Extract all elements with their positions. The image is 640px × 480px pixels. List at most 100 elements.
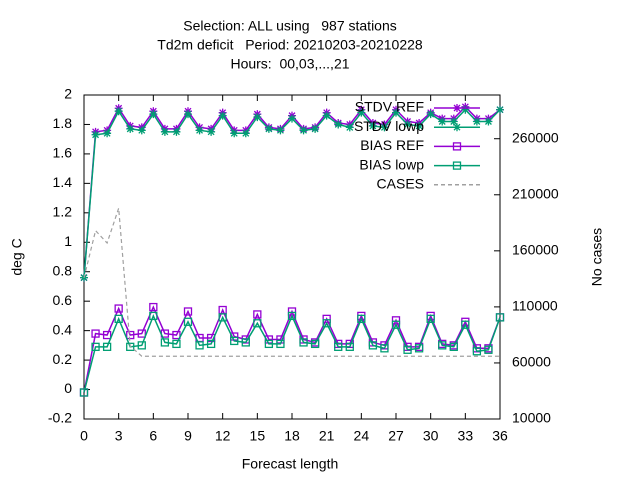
legend-label: CASES: [377, 176, 424, 192]
y2-tick-label: 210000: [512, 185, 559, 201]
point: [206, 339, 216, 349]
point: [472, 117, 481, 126]
y-tick-label: 0.2: [53, 351, 73, 367]
point: [392, 108, 400, 117]
x-tick-label: 36: [492, 428, 508, 444]
legend-marker: [453, 104, 461, 112]
point: [368, 121, 377, 130]
point: [438, 117, 447, 126]
point: [195, 341, 204, 350]
point: [126, 330, 135, 340]
point: [368, 341, 378, 350]
point: [472, 347, 482, 356]
point: [91, 130, 100, 139]
x-tick-label: 0: [80, 428, 88, 444]
y-tick-label: -0.2: [48, 410, 72, 426]
x-tick-label: 3: [115, 428, 123, 444]
point: [334, 342, 343, 351]
y-tick-label: 0.4: [53, 321, 73, 337]
point: [449, 117, 458, 126]
point: [357, 108, 366, 117]
series-line: [83, 313, 501, 393]
point: [484, 345, 493, 354]
point: [149, 110, 158, 119]
point: [241, 338, 250, 347]
point: [126, 124, 135, 133]
point: [484, 117, 493, 126]
y-tick-label: 1.4: [53, 174, 73, 190]
x-tick-label: 21: [319, 428, 335, 444]
point: [172, 339, 181, 349]
point: [91, 342, 100, 351]
y-tick-label: 1.8: [53, 115, 73, 131]
point: [495, 313, 505, 322]
y2-tick-label: 10000: [512, 410, 551, 426]
point: [264, 339, 274, 349]
legend-marker: [452, 142, 462, 151]
point: [149, 302, 158, 312]
point: [426, 110, 435, 119]
point: [114, 314, 123, 324]
point: [496, 105, 504, 114]
y-tick-label: 0: [64, 380, 72, 396]
legend-label: BIAS lowp: [359, 156, 424, 172]
point: [218, 313, 227, 322]
series-line: [83, 105, 501, 278]
point: [137, 341, 146, 350]
point: [276, 339, 285, 349]
point: [380, 344, 389, 353]
point: [183, 307, 193, 316]
point: [403, 345, 412, 354]
legend-label: STDV lowp: [354, 118, 424, 134]
point: [357, 314, 366, 324]
x-tick-label: 15: [250, 428, 266, 444]
legend-marker: [452, 161, 462, 170]
point: [253, 310, 262, 319]
x-tick-label: 18: [284, 428, 300, 444]
point: [253, 319, 262, 328]
point: [183, 317, 193, 326]
point: [438, 341, 447, 350]
point: [415, 121, 424, 130]
point: [414, 344, 424, 353]
point: [299, 338, 308, 347]
point: [426, 314, 435, 324]
y2-tick-label: 60000: [512, 354, 551, 370]
point: [230, 336, 239, 346]
x-tick-label: 27: [388, 428, 404, 444]
y-tick-label: 1: [64, 233, 72, 249]
point: [207, 127, 216, 136]
point: [126, 342, 135, 351]
point: [461, 105, 470, 114]
y-tick-label: 0.6: [53, 292, 73, 308]
x-tick-label: 6: [149, 428, 157, 444]
point: [172, 330, 181, 340]
y-tick-label: 1.6: [53, 145, 73, 161]
point: [103, 129, 112, 138]
point: [461, 320, 470, 329]
point: [206, 333, 216, 343]
point: [102, 342, 112, 351]
y-tick-label: 0.8: [53, 262, 73, 278]
point: [322, 111, 331, 120]
point: [264, 124, 273, 133]
point: [322, 319, 331, 328]
point: [334, 120, 343, 129]
x-tick-label: 30: [423, 428, 439, 444]
point: [311, 124, 320, 133]
y-tick-label: 1.2: [53, 204, 73, 220]
x-tick-label: 9: [184, 428, 192, 444]
point: [241, 129, 250, 138]
chart-title: Td2m deficit Period: 20210203-20210228: [157, 37, 423, 53]
point: [391, 320, 401, 329]
chart-title: Selection: ALL using 987 stations: [183, 18, 397, 34]
chart-title: Hours: 00,03,...,21: [230, 56, 349, 72]
point: [403, 120, 412, 129]
point: [276, 126, 285, 135]
legend-marker: [453, 123, 461, 132]
point: [299, 126, 308, 135]
point: [79, 388, 89, 397]
x-tick-label: 24: [354, 428, 370, 444]
point: [230, 129, 239, 138]
